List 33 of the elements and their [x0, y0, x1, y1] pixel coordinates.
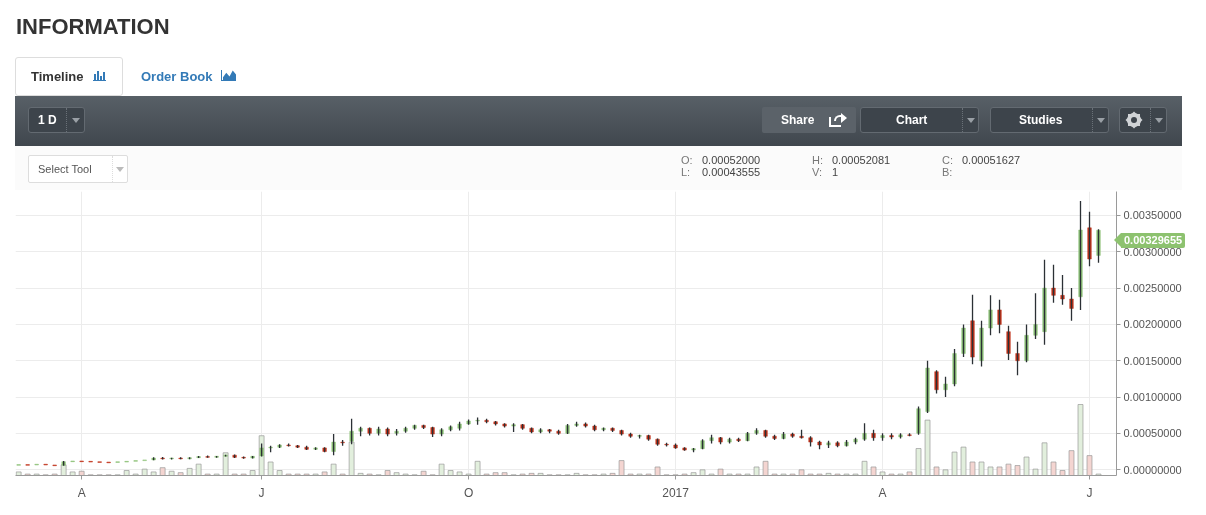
text: V:: [812, 166, 822, 178]
y-tick-label: 0.00350000: [1123, 209, 1182, 222]
text: B:: [942, 166, 953, 178]
y-tick-label: 0.00200000: [1123, 318, 1182, 331]
y-tick-label: 0.00250000: [1123, 282, 1182, 295]
y-tick-label: 0.00150000: [1123, 354, 1182, 367]
text: Timeline: [31, 69, 84, 84]
x-tick-label: J: [1086, 485, 1093, 500]
text: 1 D: [38, 113, 57, 127]
y-tick-label: 0.00100000: [1123, 391, 1182, 404]
y-tick-label: 0.00050000: [1123, 427, 1182, 440]
text: 1: [832, 166, 839, 178]
text: O:: [681, 154, 693, 166]
x-tick-label: A: [878, 485, 887, 500]
text: C:: [942, 154, 953, 166]
text: Share: [781, 113, 815, 127]
text: Order Book: [141, 69, 213, 84]
text: 0.00052000: [702, 154, 761, 166]
text: 0.00052081: [832, 154, 891, 166]
text: Select Tool: [38, 163, 92, 175]
x-tick-label: 2017: [662, 485, 690, 500]
text: H:: [812, 154, 823, 166]
text: 0.00043555: [702, 166, 761, 178]
text: L:: [681, 166, 691, 178]
text: 0.00051627: [962, 154, 1021, 166]
text: 0.00329655: [1121, 233, 1186, 249]
text: Chart: [896, 113, 928, 127]
chart-title: INFORMATION: [16, 14, 170, 39]
x-tick-label: A: [77, 485, 86, 500]
text: Studies: [1019, 113, 1063, 127]
x-tick-label: J: [258, 485, 265, 500]
y-tick-label: 0.00000000: [1123, 463, 1182, 476]
x-tick-label: O: [463, 485, 474, 500]
